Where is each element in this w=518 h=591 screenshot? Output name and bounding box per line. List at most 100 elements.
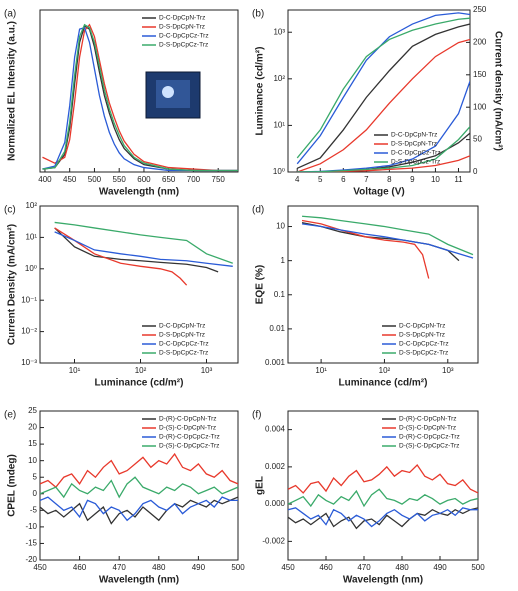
y-tick-label: -20: [25, 555, 37, 564]
x-tick-label: 10³: [201, 366, 213, 375]
x-tick-label: 10²: [379, 366, 391, 375]
y2-axis-label: Current density (mA/cm²): [492, 31, 503, 151]
y-tick-label: 10⁰: [273, 167, 285, 176]
y-axis-label: Luminance (cd/m²): [255, 47, 266, 136]
x-axis-label: Wavelength (nm): [343, 575, 423, 586]
legend-label: D-S-DpCpN-Trz: [391, 141, 437, 148]
series-line: [297, 126, 470, 172]
legend-label: D-(S)-C-DpCpCz-Trz: [159, 443, 219, 450]
series-line: [54, 221, 233, 264]
x-tick-label: 6: [341, 175, 346, 184]
y-tick-label: 10¹: [25, 233, 37, 242]
y-tick-label: -0.002: [262, 536, 285, 545]
x-tick-label: 500: [471, 563, 485, 572]
series-line: [296, 17, 470, 159]
legend-label: D-(R)-C-DpCpN-Trz: [159, 416, 217, 423]
x-tick-label: 470: [357, 563, 371, 572]
y-tick-label: 1: [281, 256, 286, 265]
y-tick-label: -15: [25, 539, 37, 548]
inset-photo: [145, 71, 201, 119]
legend-label: D-(S)-C-DpCpCz-Trz: [399, 443, 459, 450]
y-tick-label: 0.002: [265, 462, 286, 471]
x-tick-label: 550: [113, 175, 127, 184]
legend-label: D-C-DpCpCz-Trz: [391, 150, 441, 157]
y-tick-label: 10²: [25, 201, 37, 210]
y-axis-label: gEL: [255, 476, 266, 495]
series-line: [42, 23, 238, 172]
series-line: [54, 231, 233, 267]
panel-label: (c): [4, 205, 16, 216]
y2-tick-label: 250: [473, 5, 487, 14]
y2-tick-label: 100: [473, 102, 487, 111]
x-axis-label: Luminance (cd/m²): [95, 378, 184, 389]
series-line: [288, 507, 478, 530]
panel-label: (f): [252, 410, 261, 421]
panel-label: (a): [4, 9, 16, 20]
y-tick-label: 10⁰: [25, 264, 37, 273]
series-line: [40, 496, 238, 522]
series-line: [40, 452, 238, 489]
panel-label: (d): [252, 205, 264, 216]
y-tick-label: -5: [30, 505, 38, 514]
x-tick-label: 490: [433, 563, 447, 572]
x-tick-label: 4: [295, 175, 300, 184]
y-tick-label: 0.1: [274, 290, 286, 299]
series-line: [40, 476, 238, 499]
x-tick-label: 500: [88, 175, 102, 184]
y-tick-label: 25: [28, 406, 37, 415]
x-tick-label: 11: [454, 175, 463, 184]
y-axis-label: CPEL (mdeg): [7, 454, 18, 517]
x-tick-label: 460: [73, 563, 87, 572]
x-tick-label: 400: [38, 175, 52, 184]
y-axis-label: EQE (%): [255, 265, 266, 304]
y-tick-label: 20: [28, 423, 37, 432]
legend-label: D-(R)-C-DpCpN-Trz: [399, 416, 457, 423]
x-tick-label: 600: [137, 175, 151, 184]
x-tick-label: 450: [63, 175, 77, 184]
series-line: [42, 23, 238, 172]
y2-tick-label: 150: [473, 70, 487, 79]
series-line: [54, 227, 188, 286]
y-tick-label: 15: [28, 439, 37, 448]
x-tick-label: 650: [162, 175, 176, 184]
series-line: [288, 488, 478, 508]
series-line: [54, 227, 219, 273]
y-tick-label: 0.001: [265, 358, 286, 367]
x-tick-label: 10¹: [69, 366, 81, 375]
legend-label: D-S-DpCpN-Trz: [159, 24, 205, 31]
plot-frame: [287, 410, 479, 561]
x-tick-label: 480: [395, 563, 409, 572]
y-tick-label: 10: [28, 456, 37, 465]
legend-label: D-S-DpCpCz-Trz: [399, 350, 448, 357]
legend-label: D-S-DpCpCz-Trz: [159, 350, 208, 357]
x-tick-label: 500: [231, 563, 245, 572]
x-tick-label: 460: [319, 563, 333, 572]
legend-label: D-(S)-C-DpCpN-Trz: [399, 425, 456, 432]
y-tick-label: 10: [276, 222, 285, 231]
legend-label: D-C-DpCpN-Trz: [391, 132, 437, 139]
legend-label: D-S-DpCpN-Trz: [159, 332, 205, 339]
plot-frame: [39, 205, 239, 364]
plot-frame: [39, 9, 239, 173]
x-tick-label: 10²: [135, 366, 147, 375]
y-tick-label: 10³: [273, 27, 285, 36]
series-line: [40, 496, 238, 525]
plot-frame: [287, 205, 479, 364]
x-tick-label: 700: [187, 175, 201, 184]
series-line: [301, 215, 474, 256]
panel-label: (b): [252, 9, 264, 20]
legend-label: D-C-DpCpCz-Trz: [159, 33, 209, 40]
legend-label: D-(R)-C-DpCpCz-Trz: [159, 434, 220, 441]
y2-tick-label: 0: [473, 167, 478, 176]
x-axis-label: Wavelength (nm): [99, 187, 179, 198]
series-line: [296, 12, 470, 165]
series-line: [296, 23, 470, 169]
x-tick-label: 750: [212, 175, 226, 184]
x-axis-label: Luminance (cd/m²): [339, 378, 428, 389]
y-axis-label: Current Density (mA/cm²): [7, 224, 18, 345]
series-line: [288, 464, 478, 494]
y-tick-label: -10: [25, 522, 37, 531]
legend-label: D-C-DpCpCz-Trz: [159, 341, 209, 348]
series-line: [297, 38, 470, 172]
